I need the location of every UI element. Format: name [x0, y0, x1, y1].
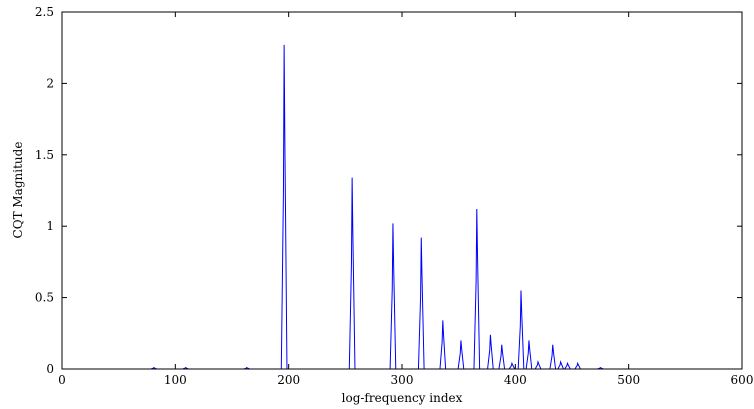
y-axis-label: CQT Magnitude	[11, 142, 25, 239]
x-tick-label: 400	[504, 373, 527, 387]
x-tick-label: 0	[58, 373, 66, 387]
x-tick-label: 500	[617, 373, 640, 387]
y-tick-label: 1.5	[35, 148, 54, 162]
series-layer	[62, 44, 742, 370]
y-tick-label: 0.5	[35, 291, 54, 305]
x-tick-label: 300	[391, 373, 414, 387]
x-tick-label: 100	[164, 373, 187, 387]
axis-tick-labels: 0 100 200 300 400 500 600 0 0.5 1 1.5 2 2.5	[35, 5, 754, 387]
plot-frame	[61, 11, 743, 370]
plot-area	[62, 12, 742, 369]
y-tick-label: 0	[46, 362, 54, 376]
y-tick-label: 2	[46, 76, 54, 90]
x-tick-label: 200	[277, 373, 300, 387]
x-axis-label: log-frequency index	[342, 391, 463, 405]
x-tick-label: 600	[731, 373, 754, 387]
y-tick-label: 1	[46, 219, 54, 233]
y-tick-label: 2.5	[35, 5, 54, 19]
